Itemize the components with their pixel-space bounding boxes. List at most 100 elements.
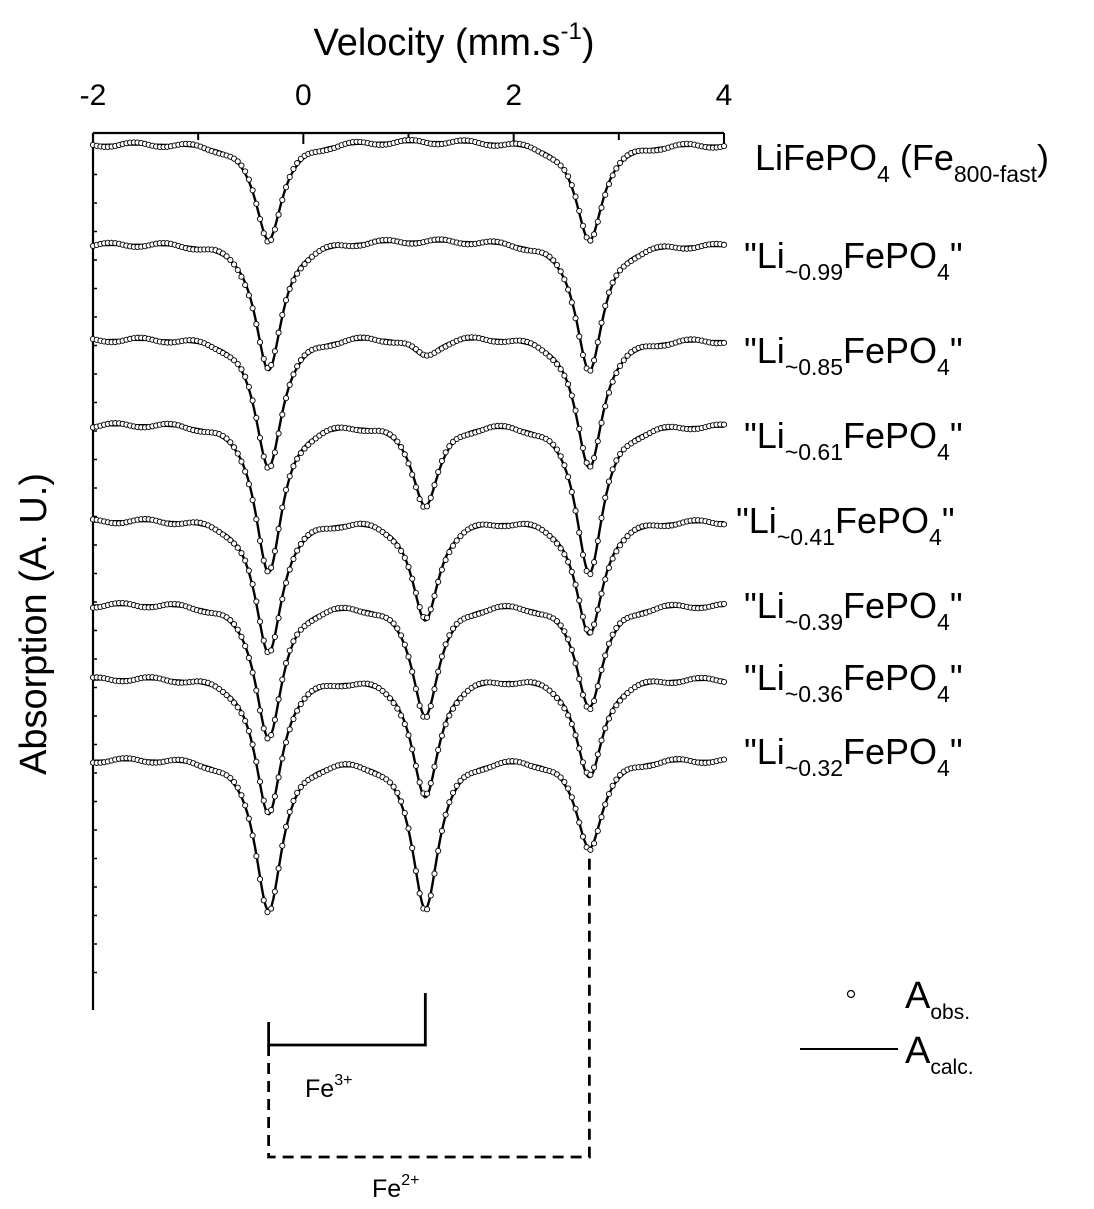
obs-point <box>238 366 245 373</box>
legend: Aobs. Acalc. <box>800 975 974 1079</box>
series-label-sub: ~0.36 <box>785 681 843 707</box>
obs-point <box>605 181 612 188</box>
obs-point <box>286 285 293 292</box>
series-label-sub2: 4 <box>937 681 950 707</box>
obs-point <box>416 604 423 611</box>
obs-point <box>405 732 412 739</box>
obs-point <box>401 721 408 728</box>
obs-point <box>268 647 275 654</box>
obs-point <box>609 172 616 179</box>
obs-point <box>275 865 282 872</box>
obs-point <box>438 827 445 834</box>
obs-point <box>587 846 594 853</box>
obs-point <box>242 373 249 380</box>
obs-point <box>427 780 434 787</box>
obs-point <box>271 633 278 641</box>
obs-point <box>594 751 601 758</box>
obs-point <box>576 207 583 214</box>
obs-point <box>234 266 241 274</box>
obs-point <box>557 545 564 552</box>
obs-point <box>561 628 568 635</box>
obs-point <box>405 653 412 660</box>
obs-point <box>424 503 431 510</box>
obs-point <box>271 888 278 895</box>
obs-point <box>412 762 419 769</box>
calc-curve-6 <box>92 677 725 816</box>
obs-point <box>394 789 401 796</box>
obs-point <box>442 556 449 563</box>
obs-point <box>290 463 297 470</box>
obs-point <box>553 446 561 453</box>
obs-point <box>286 473 293 480</box>
obs-point <box>720 339 728 346</box>
obs-point <box>609 555 616 562</box>
obs-point <box>583 459 590 466</box>
obs-point <box>268 806 275 814</box>
obs-point <box>294 789 301 796</box>
obs-point <box>598 419 605 426</box>
legend-calc-label: Acalc. <box>905 1030 974 1079</box>
obs-point <box>290 638 297 645</box>
obs-point <box>290 555 297 563</box>
obs-point <box>568 646 575 653</box>
obs-point <box>438 457 445 465</box>
obs-point <box>282 486 290 493</box>
obs-point <box>591 559 598 566</box>
obs-point <box>409 575 416 582</box>
annotations: Fe3+ Fe2+ <box>267 856 591 1203</box>
obs-point <box>609 631 616 638</box>
obs-point <box>234 544 241 551</box>
obs-point <box>605 790 612 798</box>
legend-obs-label: Aobs. <box>905 975 970 1024</box>
obs-point <box>591 231 598 238</box>
obs-point <box>238 162 245 169</box>
fe2-bracket <box>267 856 591 1159</box>
obs-point <box>249 741 256 748</box>
obs-point <box>427 892 434 899</box>
x-axis-label-sup: -1 <box>561 18 582 45</box>
obs-point <box>242 802 249 809</box>
obs-point <box>594 218 601 225</box>
obs-point <box>431 482 438 489</box>
series-labels: LiFePO4 (Fe800-fast) "Li~0.99FePO4" "Li~0.… <box>736 137 1049 781</box>
obs-point <box>438 732 445 739</box>
obs-point <box>245 176 252 183</box>
obs-point <box>282 823 290 830</box>
obs-point <box>624 533 631 540</box>
obs-point <box>431 686 438 693</box>
obs-point <box>253 758 260 765</box>
obs-point <box>401 641 408 648</box>
obs-point <box>579 613 587 620</box>
obs-point <box>227 617 234 624</box>
obs-point <box>565 473 572 480</box>
obs-point <box>238 273 245 280</box>
obs-point <box>260 230 267 237</box>
obs-point <box>565 558 572 565</box>
series-label-sub: ~0.61 <box>785 439 843 465</box>
obs-point <box>720 241 728 248</box>
obs-point <box>572 805 579 812</box>
obs-point <box>282 184 290 191</box>
obs-point <box>230 540 238 547</box>
obs-point <box>242 168 249 175</box>
obs-point <box>390 620 397 627</box>
obs-point <box>249 581 256 588</box>
obs-point <box>279 676 286 683</box>
obs-point <box>260 797 267 804</box>
obs-point <box>245 383 252 390</box>
obs-point <box>568 182 575 189</box>
obs-point <box>453 700 460 707</box>
obs-point <box>268 564 275 571</box>
obs-point <box>260 453 267 460</box>
obs-point <box>301 445 308 452</box>
obs-point <box>561 778 568 786</box>
series-label-6: "Li~0.36FePO4" <box>744 657 963 707</box>
obs-point <box>256 537 264 544</box>
obs-point <box>565 712 572 719</box>
obs-point <box>268 236 275 243</box>
obs-point <box>453 537 460 544</box>
obs-point <box>568 488 575 496</box>
obs-point <box>275 696 282 703</box>
obs-point <box>442 721 449 728</box>
fe3-label: Fe3+ <box>305 1072 352 1103</box>
